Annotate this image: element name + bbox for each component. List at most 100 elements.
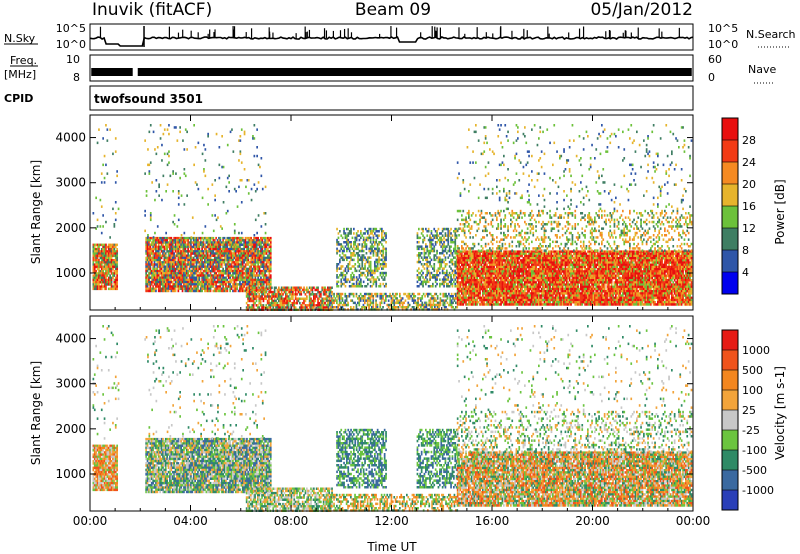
scatter-cell <box>451 282 454 286</box>
scatter-cell <box>239 245 241 249</box>
scatter-cell <box>236 263 238 266</box>
scatter-cell <box>225 256 227 260</box>
scatter-cell <box>229 287 231 290</box>
scatter-cell <box>259 286 262 289</box>
scatter-cell <box>199 269 202 273</box>
scatter-cell <box>93 270 96 273</box>
scatter-cell <box>248 254 251 257</box>
scatter-cell <box>264 297 266 300</box>
scatter-cell <box>255 274 258 277</box>
scatter-cell <box>197 285 199 288</box>
scatter-cell <box>185 243 188 246</box>
scatter-cell <box>257 241 259 244</box>
scatter-cell <box>103 272 106 275</box>
scatter-cell <box>236 261 238 264</box>
scatter-cell <box>219 245 222 249</box>
scatter-cell <box>257 285 259 288</box>
scatter-cell <box>389 292 391 296</box>
scatter-cell <box>100 256 103 260</box>
scatter-cell <box>187 252 189 255</box>
scatter-cell <box>185 265 188 268</box>
scatter-cell <box>145 283 147 286</box>
scatter-cell <box>400 299 403 302</box>
scatter-cell <box>169 261 171 264</box>
scatter-cell <box>206 289 209 293</box>
scatter-cell <box>355 269 358 273</box>
scatter-cell <box>381 234 383 237</box>
scatter-cell <box>92 281 95 284</box>
scatter-cell <box>239 252 241 255</box>
scatter-cell <box>248 297 251 300</box>
scatter-cell <box>181 256 184 260</box>
scatter-cell <box>156 245 159 249</box>
scatter-cell <box>250 267 252 271</box>
scatter-cell <box>450 236 452 240</box>
scatter-cell <box>232 241 234 244</box>
scatter-cell <box>230 243 233 246</box>
scatter-cell <box>446 252 448 255</box>
scatter-cell <box>178 258 181 262</box>
scatter-cell <box>258 274 261 277</box>
scatter-cell <box>98 250 100 253</box>
scatter-cell <box>163 278 166 282</box>
scatter-cell <box>218 276 220 279</box>
scatter-cell <box>364 227 366 231</box>
scatter-cell <box>112 276 114 280</box>
scatter-cell <box>220 263 223 266</box>
scatter-cell <box>220 258 223 262</box>
scatter-cell <box>248 290 251 294</box>
scatter-cell <box>93 278 96 282</box>
scatter-cell <box>261 297 263 300</box>
scatter-cell <box>226 261 229 264</box>
scatter-cell <box>232 285 234 288</box>
scatter-cell <box>192 280 195 284</box>
scatter-cell <box>365 276 368 279</box>
scatter-cell <box>176 241 178 244</box>
scatter-cell <box>114 283 117 286</box>
scatter-cell <box>202 283 205 286</box>
scatter-cell <box>269 286 272 289</box>
scatter-cell <box>100 250 103 253</box>
scatter-cell <box>105 283 107 286</box>
scatter-cell <box>421 295 424 298</box>
scatter-cell <box>149 258 152 262</box>
scatter-cell <box>250 263 252 266</box>
scatter-cell <box>385 254 387 257</box>
scatter-cell <box>176 250 178 253</box>
scatter-cell <box>194 267 196 271</box>
scatter-cell <box>264 239 266 242</box>
scatter-cell <box>177 278 180 282</box>
scatter-cell <box>215 263 217 266</box>
scatter-cell <box>247 263 250 266</box>
scatter-cell <box>173 247 175 251</box>
scatter-cell <box>248 239 251 242</box>
scatter-cell <box>285 288 287 292</box>
scatter-cell <box>247 297 249 300</box>
scatter-cell <box>240 265 243 268</box>
scatter-cell <box>427 265 430 268</box>
scatter-cell <box>92 285 95 288</box>
scatter-cell <box>213 241 216 244</box>
scatter-cell <box>188 261 191 264</box>
scatter-cell <box>236 276 238 279</box>
scatter-cell <box>269 236 272 240</box>
scatter-cell <box>106 267 109 271</box>
scatter-cell <box>190 241 192 244</box>
scatter-cell <box>176 276 178 279</box>
scatter-cell <box>233 280 236 284</box>
scatter-cell <box>490 257 493 260</box>
scatter-cell <box>348 280 351 284</box>
scatter-cell <box>229 252 231 255</box>
scatter-cell <box>346 271 348 275</box>
scatter-cell <box>416 280 419 284</box>
scatter-cell <box>159 252 161 255</box>
scatter-cell <box>149 236 152 240</box>
scatter-cell <box>185 272 188 275</box>
scatter-cell <box>106 265 109 269</box>
scatter-cell <box>103 252 106 255</box>
scatter-cell <box>166 245 168 249</box>
scatter-cell <box>351 236 354 240</box>
scatter-cell <box>149 243 152 246</box>
scatter-cell <box>166 250 168 253</box>
scatter-cell <box>385 241 387 244</box>
